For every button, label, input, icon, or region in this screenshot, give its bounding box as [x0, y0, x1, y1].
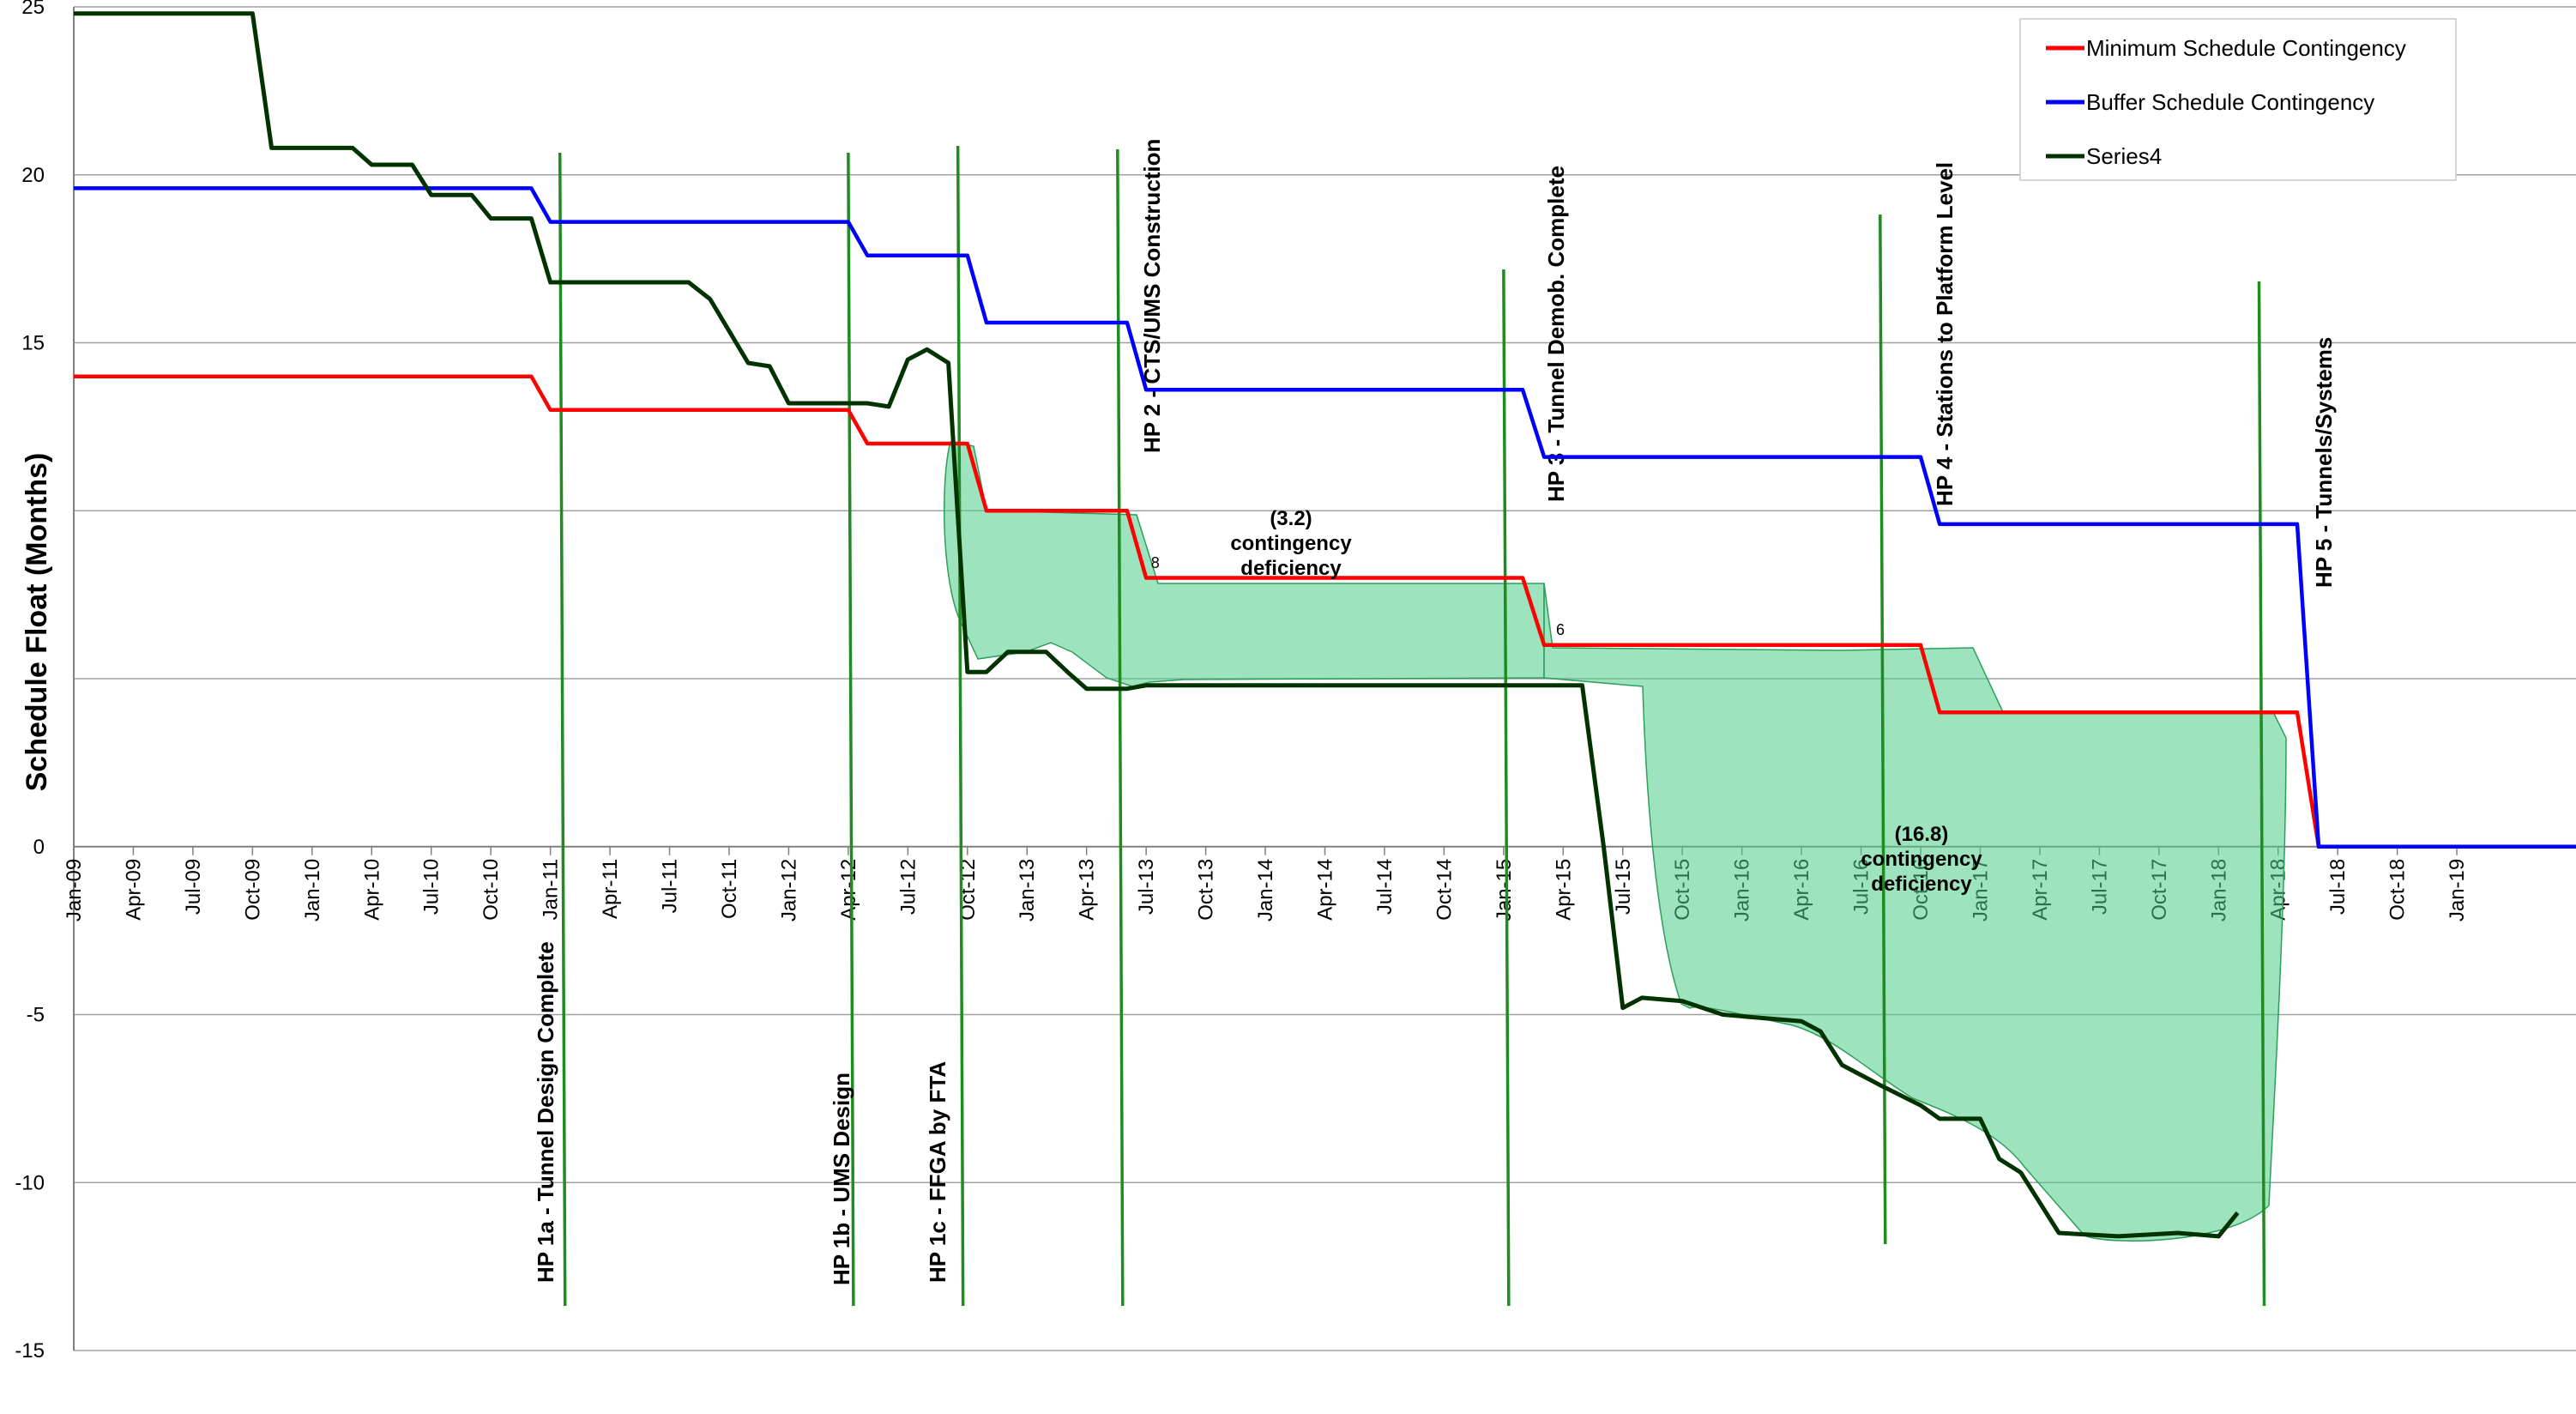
milestone-line [956, 145, 965, 1307]
milestone-label: HP 4 - Stations to Platform Level [1932, 162, 1958, 506]
x-tick-label: Apr-12 [837, 859, 860, 921]
x-tick-label: Jan-15 [1493, 859, 1516, 922]
x-tick-label: Jan-09 [63, 859, 86, 922]
x-tick-label: Apr-11 [599, 859, 622, 919]
x-tick-label: Jul-15 [1612, 859, 1635, 915]
milestone-label: HP 1a - Tunnel Design Complete [533, 941, 558, 1283]
milestone-label: HP 3 - Tunnel Demob. Complete [1543, 166, 1569, 502]
y-tick-label: -5 [27, 1004, 45, 1027]
milestone-label: HP 5 - Tunnels/Systems [2311, 337, 2337, 588]
milestone-line [1116, 148, 1125, 1307]
legend-entry: Buffer Schedule Contingency [2086, 89, 2374, 115]
x-tick-label: Jul-13 [1135, 859, 1158, 915]
x-tick-label: Oct-11 [718, 859, 741, 919]
step-labels: 86 [1151, 554, 1565, 638]
step-label: 8 [1151, 554, 1160, 571]
deficiency-area-2 [1543, 583, 2287, 1242]
milestone-line [558, 152, 567, 1307]
series-line-1 [74, 374, 2576, 849]
milestone-line [1502, 269, 1511, 1307]
x-tick-label: Jul-11 [659, 859, 682, 914]
legend: Minimum Schedule Contingency Buffer Sched… [2019, 18, 2457, 181]
y-tick-label: 20 [21, 164, 45, 187]
y-tick-label: -15 [15, 1339, 45, 1363]
annotation-deficiency-1: (3.2) contingency deficiency [1230, 507, 1352, 580]
series-line-3 [74, 11, 2240, 1239]
x-tick-label: Jul-14 [1373, 859, 1397, 915]
x-tick-label: Apr-15 [1552, 859, 1575, 921]
legend-box [2019, 18, 2457, 181]
x-tick-label: Apr-10 [360, 859, 383, 921]
milestone-label: HP 1b - UMS Design [829, 1073, 854, 1285]
x-tick-label: Apr-09 [122, 859, 145, 921]
annotations: (3.2) contingency deficiency (16.8) conting… [1230, 507, 1982, 896]
x-tick-label: Jan-14 [1254, 859, 1277, 922]
x-tick-label: Jul-10 [420, 859, 443, 915]
y-axis-ticks: 25 20 15 0 -5 -10 -15 [15, 0, 45, 1363]
milestone-label: HP 1c - FFGA by FTA [925, 1061, 950, 1283]
x-tick-label: Oct-18 [2386, 859, 2410, 921]
x-tick-label: Oct-10 [480, 859, 503, 921]
x-tick-label: Jul-18 [2326, 859, 2350, 915]
milestone-markers: HP 1a - Tunnel Design Complete HP 1b - UM… [533, 139, 2337, 1307]
series-line-2 [74, 186, 2576, 849]
annotation-deficiency-2: (16.8) contingency deficiency [1861, 823, 1982, 896]
x-tick-label: Oct-14 [1433, 859, 1456, 921]
x-tick-label: Jul-12 [896, 859, 920, 915]
x-tick-label: Oct-09 [241, 859, 264, 921]
legend-entry: Minimum Schedule Contingency [2086, 35, 2406, 61]
x-tick-label: Jul-09 [182, 859, 205, 915]
x-tick-label: Apr-13 [1076, 859, 1099, 921]
x-tick-label: Jan-12 [777, 859, 800, 922]
y-tick-label: 15 [21, 332, 45, 355]
y-tick-label: -10 [15, 1171, 45, 1194]
milestone-line [1879, 214, 1887, 1245]
milestone-line [2257, 281, 2266, 1307]
step-label: 6 [1556, 621, 1565, 638]
x-tick-label: Jan-11 [540, 859, 563, 921]
x-tick-label: Jan-10 [301, 859, 324, 922]
data-series [74, 11, 2576, 1239]
milestone-line [847, 152, 855, 1307]
x-tick-label: Apr-14 [1314, 859, 1337, 921]
y-axis-label: Schedule Float (Months) [21, 453, 53, 792]
legend-entry: Series4 [2086, 143, 2162, 169]
x-tick-label: Jan-19 [2446, 859, 2469, 922]
x-tick-label: Jan-13 [1016, 859, 1039, 922]
y-tick-label: 0 [33, 836, 45, 859]
milestone-label: HP 2 - CTS/UMS Construction [1139, 139, 1165, 453]
y-tick-label: 25 [21, 0, 45, 19]
x-tick-label: Oct-13 [1195, 859, 1218, 921]
contingency-deficiency-shading [943, 441, 2287, 1242]
